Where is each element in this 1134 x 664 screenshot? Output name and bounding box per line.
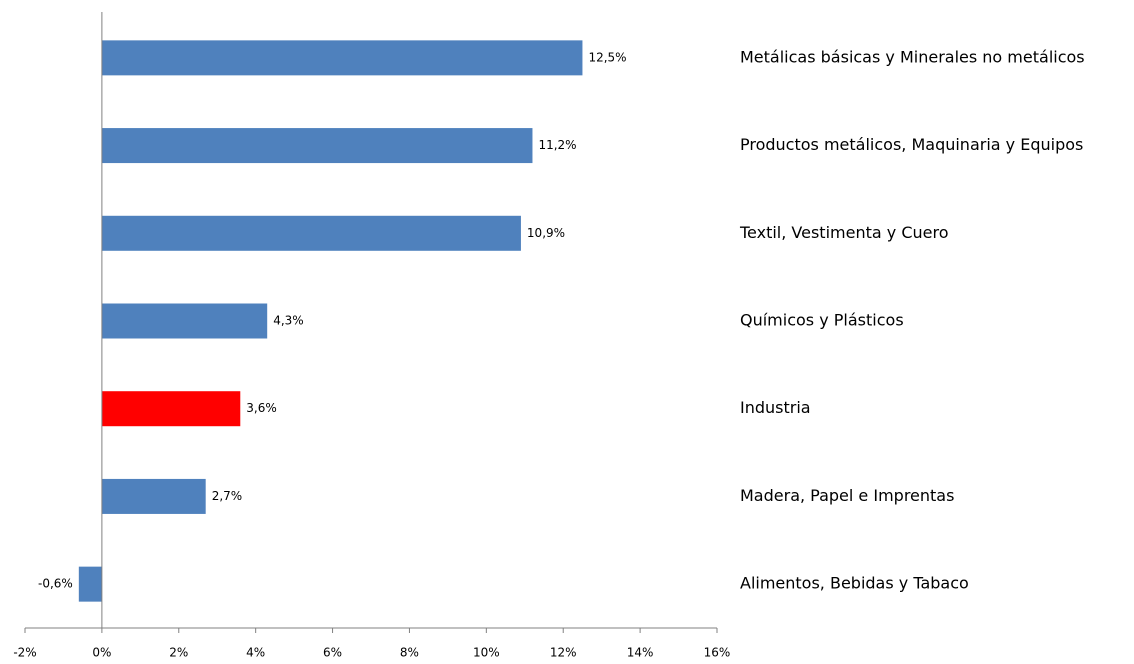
value-label: 4,3% xyxy=(273,314,304,328)
x-tick-label: 8% xyxy=(400,646,419,660)
x-tick-label: 10% xyxy=(473,646,500,660)
value-label: 10,9% xyxy=(527,226,565,240)
bar xyxy=(101,478,206,514)
x-tick-label: 12% xyxy=(550,646,577,660)
category-label: Metálicas básicas y Minerales no metálic… xyxy=(740,47,1085,66)
category-label: Alimentos, Bebidas y Tabaco xyxy=(740,574,969,593)
x-tick-label: 0% xyxy=(92,646,111,660)
value-label: 12,5% xyxy=(588,50,626,64)
value-label: 11,2% xyxy=(538,138,576,152)
x-tick-label: 4% xyxy=(246,646,265,660)
category-label: Industria xyxy=(740,398,811,417)
x-tick-label: -2% xyxy=(13,646,36,660)
bar xyxy=(101,215,521,251)
value-label: 3,6% xyxy=(246,401,276,415)
bar xyxy=(101,391,241,427)
category-label: Madera, Papel e Imprentas xyxy=(740,486,954,505)
bar xyxy=(101,40,583,76)
bar xyxy=(101,128,533,164)
x-tick-label: 14% xyxy=(627,646,654,660)
category-label: Textil, Vestimenta y Cuero xyxy=(739,223,948,242)
value-label: -0,6% xyxy=(38,577,73,591)
x-tick-label: 6% xyxy=(323,646,342,660)
category-label: Químicos y Plásticos xyxy=(740,311,904,330)
value-label: 2,7% xyxy=(212,489,243,503)
x-tick-label: 2% xyxy=(169,646,188,660)
category-label: Productos metálicos, Maquinaria y Equipo… xyxy=(740,135,1083,154)
bar xyxy=(101,303,268,339)
bar xyxy=(78,566,102,602)
x-tick-label: 16% xyxy=(704,646,731,660)
